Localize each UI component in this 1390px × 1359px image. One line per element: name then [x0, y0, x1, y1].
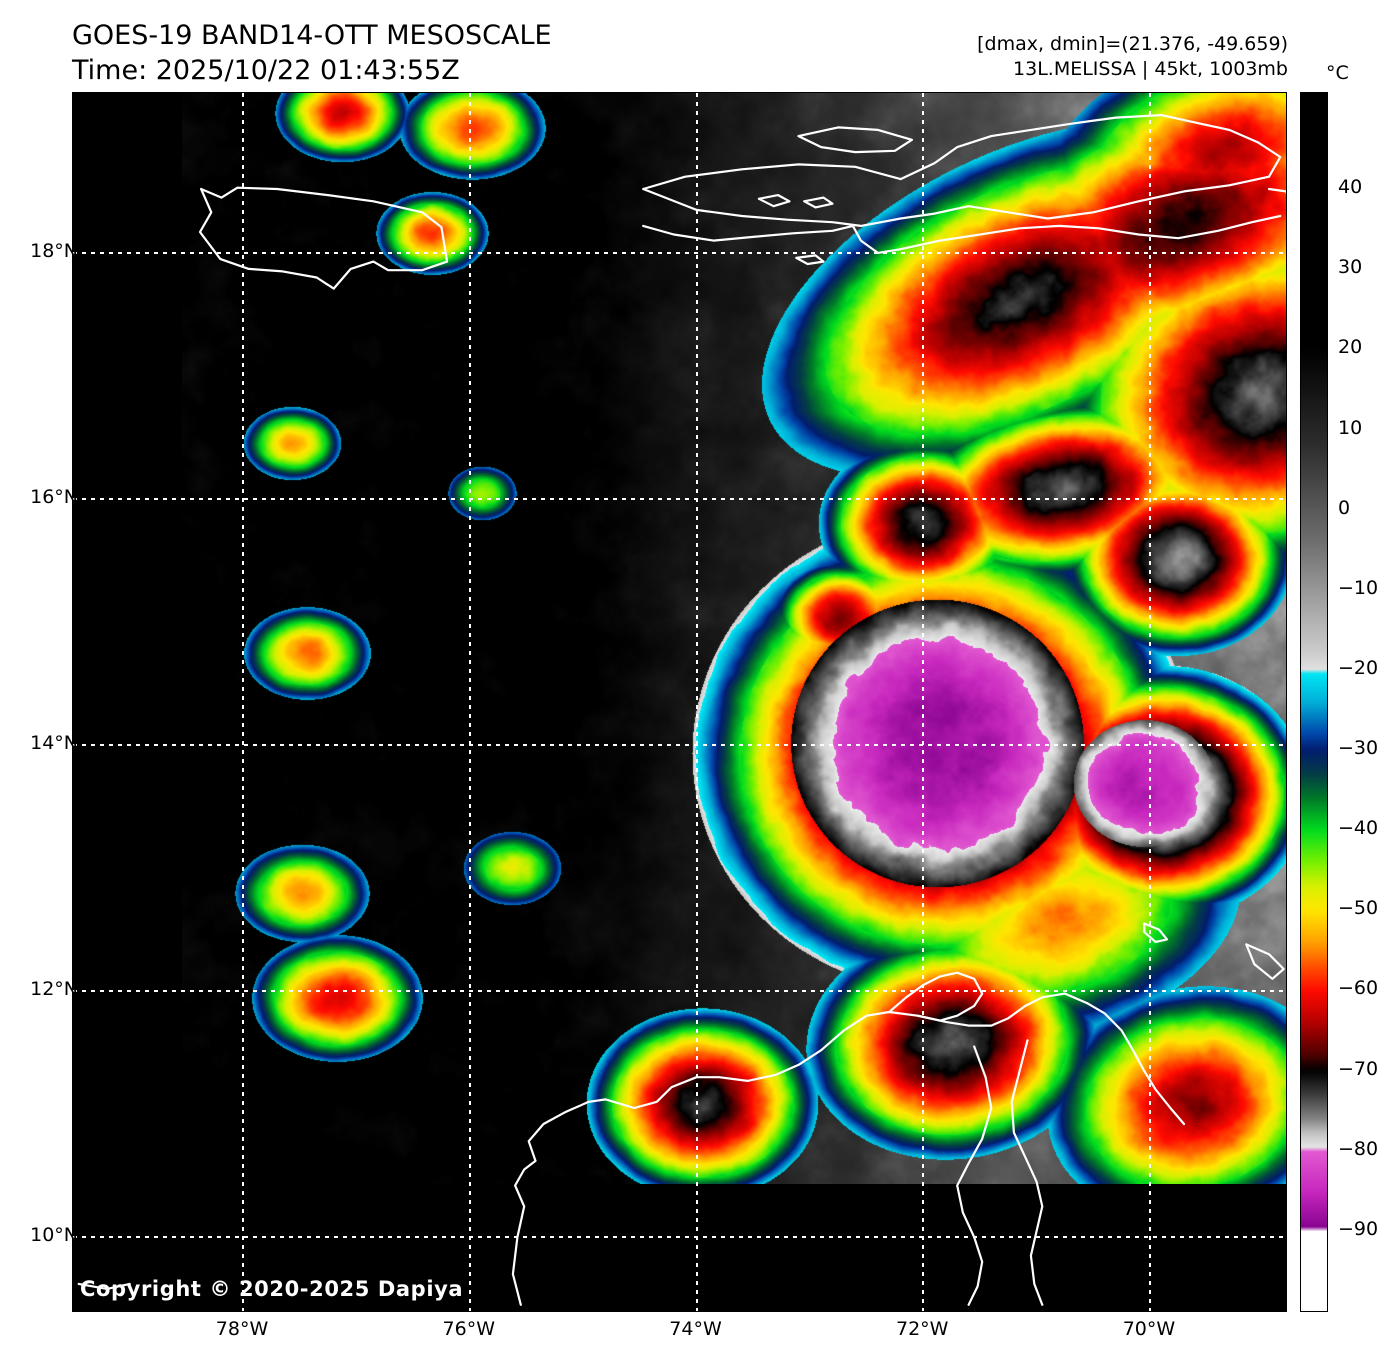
colorbar-tick-9: −50 [1338, 897, 1379, 920]
colorbar[interactable] [1300, 92, 1328, 1312]
colorbar-tick-10: −60 [1338, 977, 1379, 1000]
metadata-block: [dmax, dmin]=(21.376, -49.659) 13L.MELIS… [977, 32, 1288, 83]
data-extent-region [182, 93, 1286, 1184]
infrared-brightness-field [182, 93, 1286, 1184]
data-range-label: [dmax, dmin]=(21.376, -49.659) [977, 33, 1288, 55]
satellite-image-plot[interactable] [72, 92, 1287, 1312]
colorbar-gradient [1301, 93, 1327, 1311]
x-axis-tick-3: 72°W [895, 1318, 949, 1340]
colorbar-tick-8: −40 [1338, 817, 1379, 840]
colorbar-tick-2: 20 [1338, 336, 1363, 359]
timestamp-label: Time: 2025/10/22 01:43:55Z [72, 55, 460, 87]
colorbar-tick-3: 10 [1338, 416, 1363, 439]
x-axis-tick-2: 74°W [669, 1318, 722, 1340]
y-axis-tick-1: 16°N [30, 486, 78, 508]
page-title: GOES-19 BAND14-OTT MESOSCALE [72, 20, 552, 51]
colorbar-tick-7: −30 [1338, 737, 1379, 760]
copyright-label: Copyright © 2020-2025 Dapiya [80, 1277, 464, 1301]
colorbar-tick-11: −70 [1338, 1057, 1379, 1080]
colorbar-tick-12: −80 [1338, 1137, 1379, 1160]
colorbar-tick-0: 40 [1338, 176, 1363, 199]
colorbar-tick-4: 0 [1338, 496, 1351, 519]
storm-info-label: 13L.MELISSA | 45kt, 1003mb [1013, 58, 1288, 81]
x-axis-tick-4: 70°W [1122, 1318, 1176, 1340]
x-axis-tick-0: 78°W [215, 1318, 269, 1340]
colorbar-tick-6: −20 [1338, 656, 1379, 679]
colorbar-tick-5: −10 [1338, 576, 1379, 599]
title-block: GOES-19 BAND14-OTT MESOSCALE Time: 2025/… [72, 18, 552, 88]
satellite-raster [73, 93, 1286, 1311]
y-axis-tick-4: 10°N [30, 1224, 78, 1247]
y-axis-tick-2: 14°N [30, 732, 78, 755]
graticule-lat-10 [73, 1236, 1286, 1239]
colorbar-tick-1: 30 [1338, 256, 1363, 279]
y-axis-tick-3: 12°N [30, 978, 78, 1001]
colorbar-unit-label: °C [1326, 62, 1349, 84]
colorbar-tick-13: −90 [1338, 1217, 1379, 1240]
x-axis-tick-1: 76°W [442, 1318, 495, 1340]
y-axis-tick-0: 18°N [30, 239, 78, 262]
